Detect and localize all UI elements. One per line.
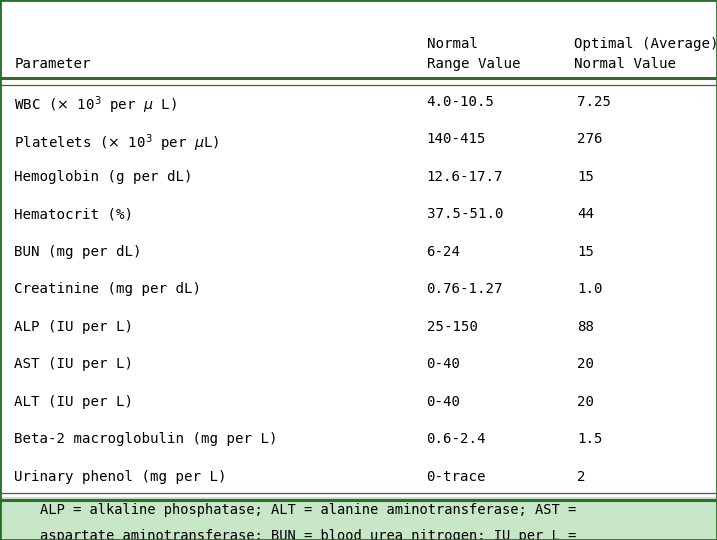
Text: ALT (IU per L): ALT (IU per L)	[14, 395, 133, 409]
Text: 0-40: 0-40	[427, 395, 460, 409]
Text: Hematocrit (%): Hematocrit (%)	[14, 207, 133, 221]
Text: Hemoglobin (g per dL): Hemoglobin (g per dL)	[14, 170, 193, 184]
Text: Beta-2 macroglobulin (mg per L): Beta-2 macroglobulin (mg per L)	[14, 433, 278, 446]
Text: 15: 15	[577, 245, 594, 259]
Text: 20: 20	[577, 395, 594, 409]
Text: 140-415: 140-415	[427, 132, 486, 146]
Text: Range Value: Range Value	[427, 57, 520, 71]
Text: 0.6-2.4: 0.6-2.4	[427, 433, 486, 446]
Text: 0-40: 0-40	[427, 357, 460, 371]
Text: 1.0: 1.0	[577, 282, 603, 296]
Text: Creatinine (mg per dL): Creatinine (mg per dL)	[14, 282, 201, 296]
Text: 276: 276	[577, 132, 603, 146]
Text: 0.76-1.27: 0.76-1.27	[427, 282, 503, 296]
Text: Urinary phenol (mg per L): Urinary phenol (mg per L)	[14, 470, 227, 484]
Text: aspartate aminotransferase; BUN = blood urea nitrogen; IU per L =: aspartate aminotransferase; BUN = blood …	[7, 529, 576, 540]
Text: Normal: Normal	[427, 37, 478, 51]
Text: 4.0-10.5: 4.0-10.5	[427, 94, 495, 109]
Text: 6-24: 6-24	[427, 245, 460, 259]
Text: ALP (IU per L): ALP (IU per L)	[14, 320, 133, 334]
Text: 12.6-17.7: 12.6-17.7	[427, 170, 503, 184]
Text: 7.25: 7.25	[577, 94, 611, 109]
Text: Platelets ($\times$ 10$^3$ per $\mu$L): Platelets ($\times$ 10$^3$ per $\mu$L)	[14, 132, 219, 154]
Text: 44: 44	[577, 207, 594, 221]
Text: ALP = alkaline phosphatase; ALT = alanine aminotransferase; AST =: ALP = alkaline phosphatase; ALT = alanin…	[7, 503, 576, 517]
Text: 37.5-51.0: 37.5-51.0	[427, 207, 503, 221]
Bar	[0, 497, 717, 540]
Text: Optimal (Average): Optimal (Average)	[574, 37, 717, 51]
Text: Parameter: Parameter	[14, 57, 91, 71]
Text: WBC ($\times$ 10$^3$ per $\mu$ L): WBC ($\times$ 10$^3$ per $\mu$ L)	[14, 94, 177, 116]
Text: 25-150: 25-150	[427, 320, 478, 334]
Text: 1.5: 1.5	[577, 433, 603, 446]
Text: AST (IU per L): AST (IU per L)	[14, 357, 133, 371]
Text: 2: 2	[577, 470, 586, 484]
Text: BUN (mg per dL): BUN (mg per dL)	[14, 245, 142, 259]
Text: 15: 15	[577, 170, 594, 184]
Text: 0-trace: 0-trace	[427, 470, 486, 484]
Text: 88: 88	[577, 320, 594, 334]
Text: Normal Value: Normal Value	[574, 57, 675, 71]
Text: 20: 20	[577, 357, 594, 371]
